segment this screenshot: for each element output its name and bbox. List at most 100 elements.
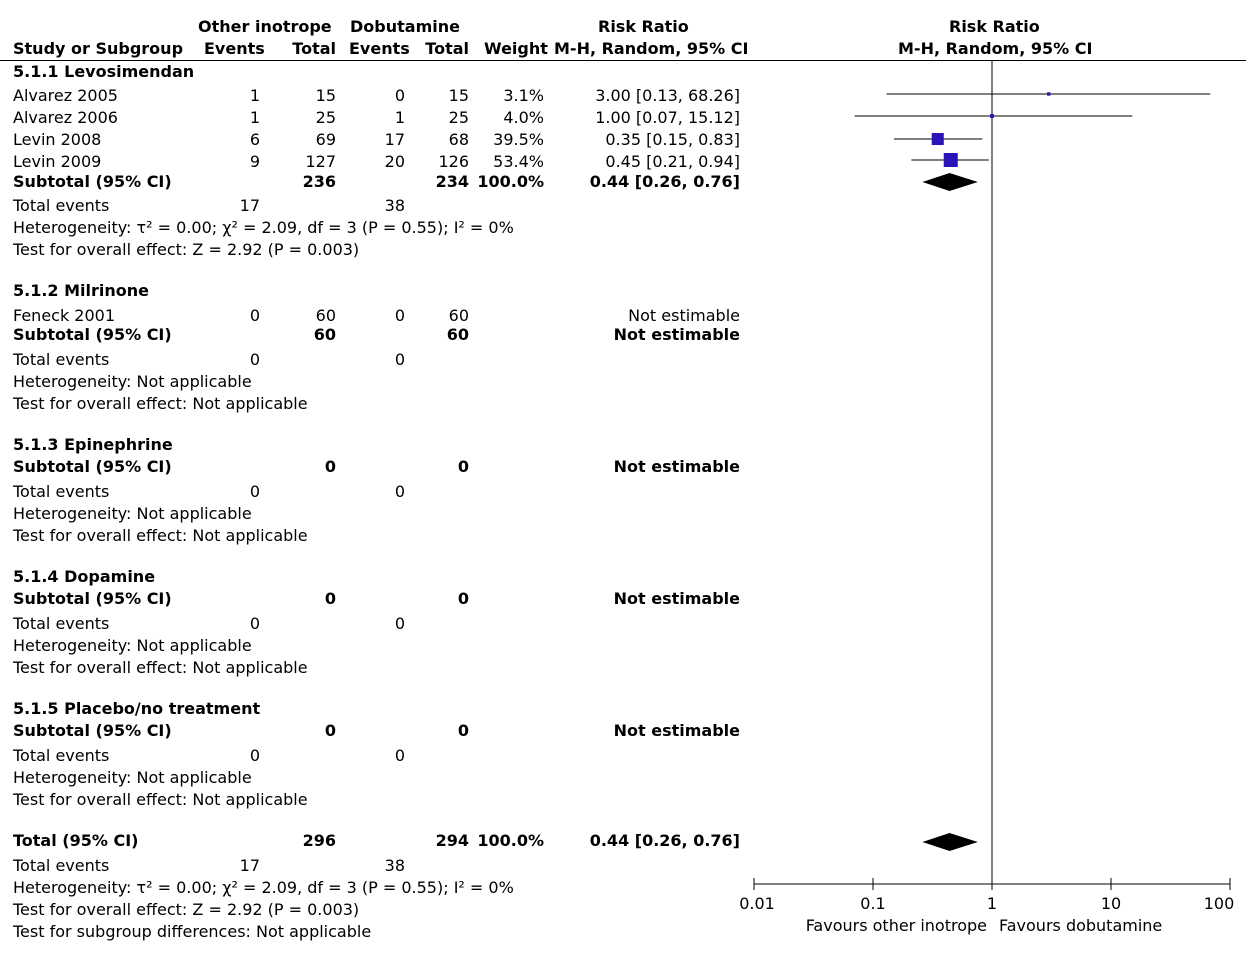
- grand-total-2: 294: [435, 831, 469, 850]
- grand-total-ci: 0.44 [0.26, 0.76]: [589, 831, 740, 850]
- total-events-2: 38: [384, 196, 405, 215]
- study-name: Alvarez 2006: [13, 108, 118, 127]
- events-1: 9: [249, 152, 260, 171]
- subtotal-weight: 100.0%: [477, 172, 544, 191]
- axis-tick-label: 0.1: [860, 894, 886, 913]
- favours-left-label: Favours other inotrope: [805, 916, 987, 935]
- subtotal-total-2: 234: [435, 172, 469, 191]
- subgroup-differences-text: Test for subgroup differences: Not appli…: [13, 922, 372, 941]
- total-2: 25: [448, 108, 469, 127]
- heterogeneity-text: Heterogeneity: Not applicable: [13, 504, 252, 523]
- total-events-1: 0: [249, 482, 260, 501]
- total-events-2: 0: [394, 482, 405, 501]
- heterogeneity-text: Heterogeneity: τ² = 0.00; χ² = 2.09, df …: [13, 878, 514, 897]
- heterogeneity-text: Heterogeneity: Not applicable: [13, 636, 252, 655]
- study-name: Feneck 2001: [13, 306, 116, 325]
- events-2: 20: [384, 152, 405, 171]
- subtotal-ci: Not estimable: [613, 721, 740, 740]
- overall-effect-text: Test for overall effect: Not applicable: [13, 790, 308, 809]
- events-2: 17: [384, 130, 405, 149]
- axis-tick-label: 10: [1100, 894, 1122, 913]
- total-1: 15: [315, 86, 336, 105]
- overall-effect-text: Test for overall effect: Not applicable: [13, 394, 308, 413]
- subtotal-label: Subtotal (95% CI): [13, 589, 172, 608]
- total-2: 60: [448, 306, 469, 325]
- total-events-label: Total events: [13, 482, 110, 501]
- subtotal-total-1: 0: [324, 589, 336, 608]
- subtotal-label: Subtotal (95% CI): [13, 172, 172, 191]
- grand-total-weight: 100.0%: [477, 831, 544, 850]
- total-events-1: 0: [249, 350, 260, 369]
- header-events-1: Events: [204, 39, 265, 58]
- total-1: 127: [305, 152, 336, 171]
- study-name: Levin 2009: [13, 152, 102, 171]
- axis-tick-label: 100: [1203, 894, 1235, 913]
- total-events-1: 0: [249, 746, 260, 765]
- study-name: Levin 2008: [13, 130, 102, 149]
- heterogeneity-text: Heterogeneity: Not applicable: [13, 372, 252, 391]
- total-events-label: Total events: [13, 350, 110, 369]
- subtotal-total-2: 0: [457, 457, 469, 476]
- total-label: Total (95% CI): [13, 831, 139, 850]
- weight: 4.0%: [503, 108, 544, 127]
- plot-header-method: M-H, Random, 95% CI: [898, 39, 1093, 58]
- header-other-inotrope: Other inotrope: [198, 17, 332, 36]
- study-marker: [931, 132, 944, 146]
- subtotal-ci: Not estimable: [613, 457, 740, 476]
- weight: 3.1%: [503, 86, 544, 105]
- total-2: 15: [448, 86, 469, 105]
- study-marker: [943, 153, 958, 167]
- total-events-2: 0: [394, 614, 405, 633]
- header-risk-ratio: Risk Ratio: [598, 17, 689, 36]
- subgroup-title: 5.1.3 Epinephrine: [13, 435, 173, 454]
- overall-effect-text: Test for overall effect: Z = 2.92 (P = 0…: [13, 240, 360, 259]
- subtotal-total-1: 0: [324, 721, 336, 740]
- events-2: 0: [394, 86, 405, 105]
- total-2: 126: [438, 152, 469, 171]
- subtotal-diamond: [922, 173, 978, 191]
- header-total-2: Total: [425, 39, 469, 58]
- weight: 53.4%: [493, 152, 544, 171]
- subtotal-total-1: 0: [324, 457, 336, 476]
- header-method: M-H, Random, 95% CI: [554, 39, 749, 58]
- header-study: Study or Subgroup: [13, 39, 184, 58]
- header-weight: Weight: [484, 39, 548, 58]
- total-events-label: Total events: [13, 196, 110, 215]
- subtotal-total-1: 236: [302, 172, 336, 191]
- header-events-2: Events: [349, 39, 410, 58]
- grand-total-1: 296: [302, 831, 336, 850]
- subgroup-title: 5.1.4 Dopamine: [13, 567, 156, 586]
- study-name: Alvarez 2005: [13, 86, 118, 105]
- total-events-label: Total events: [13, 614, 110, 633]
- total-events-2: 38: [384, 856, 405, 875]
- axis-tick-label: 1: [986, 894, 998, 913]
- study-marker: [990, 114, 994, 118]
- subtotal-total-2: 0: [457, 589, 469, 608]
- overall-effect-text: Test for overall effect: Z = 2.92 (P = 0…: [13, 900, 360, 919]
- total-events-1: 0: [249, 614, 260, 633]
- risk-ratio-ci: 0.35 [0.15, 0.83]: [605, 130, 740, 149]
- total-events-2: 0: [394, 746, 405, 765]
- subtotal-label: Subtotal (95% CI): [13, 457, 172, 476]
- header-rule: [0, 60, 1246, 61]
- study-marker: [1047, 92, 1051, 96]
- subtotal-total-1: 60: [313, 325, 336, 344]
- header-dobutamine: Dobutamine: [350, 17, 460, 36]
- events-2: 1: [394, 108, 405, 127]
- total-events-label: Total events: [13, 746, 110, 765]
- subtotal-total-2: 60: [446, 325, 469, 344]
- events-1: 0: [249, 306, 260, 325]
- events-2: 0: [394, 306, 405, 325]
- risk-ratio-ci: 0.45 [0.21, 0.94]: [605, 152, 740, 171]
- total-events-2: 0: [394, 350, 405, 369]
- weight: 39.5%: [493, 130, 544, 149]
- subtotal-total-2: 0: [457, 721, 469, 740]
- total-1: 60: [315, 306, 336, 325]
- risk-ratio-ci: 3.00 [0.13, 68.26]: [595, 86, 740, 105]
- subgroup-title: 5.1.2 Milrinone: [13, 281, 150, 300]
- total-events-1: 17: [239, 856, 260, 875]
- total-1: 25: [315, 108, 336, 127]
- total-events-label: Total events: [13, 856, 110, 875]
- header-total-1: Total: [292, 39, 336, 58]
